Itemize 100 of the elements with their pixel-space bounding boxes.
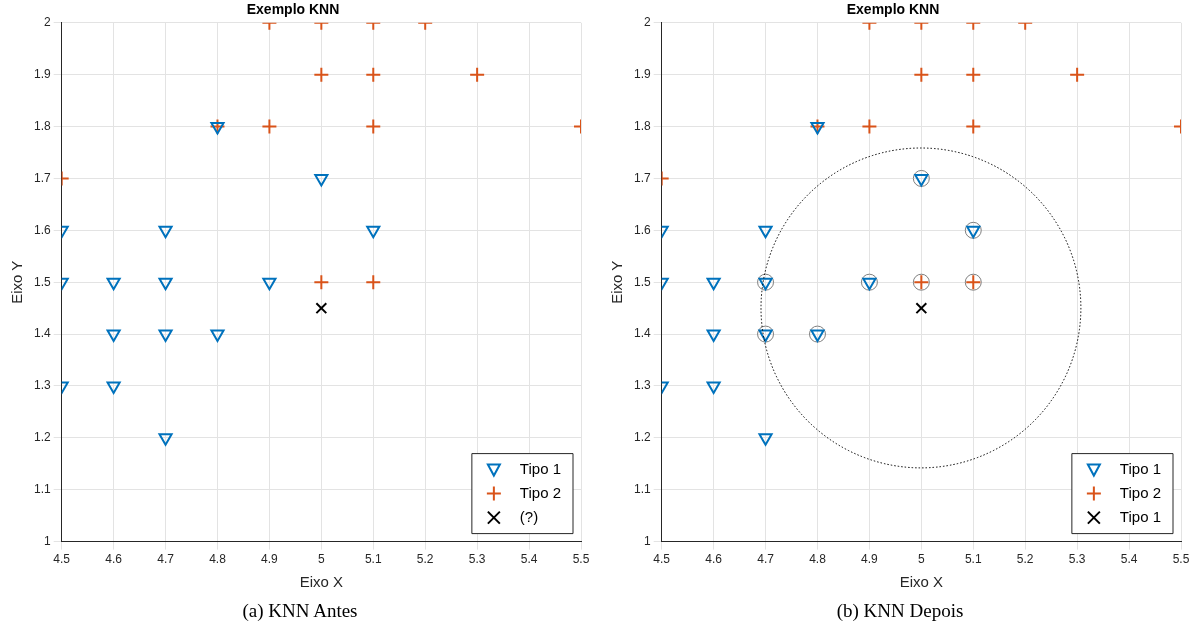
point [106,277,121,291]
point [706,277,721,291]
point [366,225,381,239]
y-tick-label: 1 [643,533,651,548]
x-tick-label: 4.9 [261,552,279,567]
x-tick-label: 5.3 [1068,552,1086,567]
x-tick-label: 4.5 [53,552,71,567]
point [810,122,825,135]
legend-label: Tipo 1 [1119,459,1162,477]
point [365,66,382,83]
point [706,381,721,394]
y-tick-label: 1.9 [633,66,651,81]
y-tick-label: 1.2 [33,430,51,445]
text: (a) KNN Antes [242,600,358,622]
x-tick-label: 5 [318,552,325,567]
chart-title: Exemplo KNN [246,1,340,18]
point [758,329,773,343]
x-tick-label: 4.7 [757,552,775,567]
point [758,433,773,446]
x-tick-label: 4.6 [705,552,723,567]
legend-label: Tipo 2 [519,483,562,501]
point [210,329,225,343]
point [158,225,173,239]
point [964,221,982,239]
x-tick-label: 5.1 [364,552,382,567]
point [965,66,982,83]
x-axis-title: Eixo X [299,573,344,591]
y-tick-label: 2 [643,15,651,30]
point [158,433,173,446]
point [810,329,825,343]
x-axis-title: Eixo X [899,573,944,591]
point [106,329,121,343]
y-axis-title: Eixo Y [8,260,26,304]
point [469,66,486,83]
y-tick-label: 1.9 [33,66,51,81]
y-tick-label: 1.6 [633,222,651,237]
y-tick-label: 1.5 [33,274,51,289]
point [758,277,773,291]
y-tick-label: 1.7 [633,170,651,185]
y-tick-label: 1.4 [633,326,651,341]
x-tick-label: 4.9 [861,552,879,567]
x-tick-label: 4.6 [105,552,123,567]
x-tick-label: 5.4 [1120,552,1138,567]
y-tick-label: 1.1 [633,482,651,497]
point [106,381,121,394]
y-axis-title: Eixo Y [608,260,626,304]
point [757,325,775,343]
y-tick-label: 1.6 [33,222,51,237]
x-tick-label: 5.5 [572,552,590,567]
x-tick-label: 5.3 [468,552,486,567]
point [912,169,930,187]
x-tick-label: 4.8 [209,552,227,567]
point [913,66,930,83]
point [862,277,877,291]
chart-title: Exemplo KNN [846,1,940,18]
point [158,277,173,291]
point [313,66,330,83]
x-tick-label: 4.5 [653,552,671,567]
point [860,273,878,291]
point [262,277,277,291]
point [706,329,721,343]
point [210,122,225,135]
x-tick-label: 5.2 [1016,552,1034,567]
y-tick-label: 1.7 [33,170,51,185]
point [315,302,328,315]
point [757,273,775,291]
point [808,325,826,343]
point [914,173,929,187]
y-tick-label: 1.3 [633,378,651,393]
y-tick-label: 1.4 [33,326,51,341]
y-tick-label: 1.8 [633,118,651,133]
point [966,225,981,239]
point [1069,66,1086,83]
y-tick-label: 1.3 [33,378,51,393]
x-tick-label: 5.5 [1172,552,1190,567]
point [158,329,173,343]
legend-label: Tipo 2 [1119,483,1162,501]
y-tick-label: 1.5 [633,274,651,289]
text: (b) KNN Depois [836,600,964,622]
point [261,118,278,135]
point [313,274,330,291]
x-tick-label: 5.2 [416,552,434,567]
legend-label: Tipo 1 [519,459,562,477]
point [314,173,329,187]
legend-label: (?) [519,507,539,525]
x-tick-label: 5.1 [964,552,982,567]
x-tick-label: 4.7 [157,552,175,567]
y-tick-label: 1.8 [33,118,51,133]
point [365,274,382,291]
y-tick-label: 2 [43,15,51,30]
y-tick-label: 1.1 [33,482,51,497]
y-tick-label: 1.2 [633,430,651,445]
x-tick-label: 5.4 [520,552,538,567]
x-tick-label: 5 [918,552,925,567]
point [861,118,878,135]
point [365,118,382,135]
point [965,118,982,135]
y-tick-label: 1 [43,533,51,548]
point [758,225,773,239]
legend-label: Tipo 1 [1119,507,1162,525]
